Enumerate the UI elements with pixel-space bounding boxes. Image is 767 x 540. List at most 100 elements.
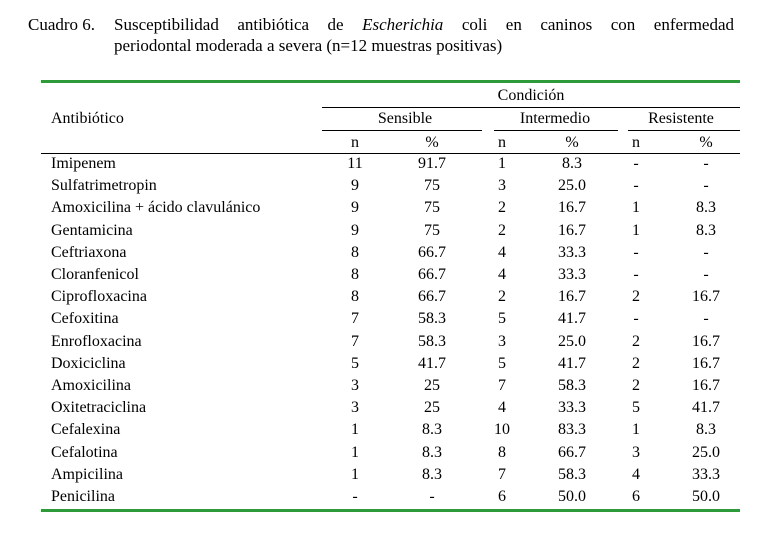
subcol-header: % — [699, 134, 713, 151]
row-value-cell: 8.3 — [696, 421, 716, 438]
subcol-header: % — [425, 134, 439, 151]
row-antibiotic-name: Ciprofloxacina — [51, 288, 147, 305]
row-antibiotic-name: Cefoxitina — [51, 310, 119, 327]
row-value-cell: 2 — [498, 199, 506, 216]
subcol-header: % — [565, 134, 579, 151]
row-value-cell: 66.7 — [418, 266, 446, 283]
row-value-cell: 1 — [351, 466, 359, 483]
row-value-cell: 8 — [351, 266, 359, 283]
row-value-cell: 7 — [351, 333, 359, 350]
row-value-cell: - — [703, 244, 709, 261]
row-value-cell: 91.7 — [418, 155, 446, 172]
caption-line-1: Susceptibilidad antibiótica de Escherich… — [114, 14, 734, 35]
row-value-cell: 33.3 — [558, 399, 586, 416]
subgroup-sensible: Sensible — [377, 110, 433, 127]
row-value-cell: 3 — [498, 333, 506, 350]
row-value-cell: 7 — [351, 310, 359, 327]
row-value-cell: 7 — [498, 466, 506, 483]
row-antibiotic-name: Gentamicina — [51, 222, 133, 239]
row-value-cell: 75 — [424, 222, 440, 239]
row-value-cell: 5 — [351, 355, 359, 372]
row-value-cell: 58.3 — [558, 466, 586, 483]
row-value-cell: - — [703, 266, 709, 283]
row-value-cell: 9 — [351, 199, 359, 216]
row-value-cell: 58.3 — [558, 377, 586, 394]
row-value-cell: 50.0 — [558, 488, 586, 505]
caption-line-2: periodontal moderada a severa (n=12 mues… — [114, 36, 503, 55]
row-value-cell: 41.7 — [692, 399, 720, 416]
row-value-cell: 7 — [498, 377, 506, 394]
row-value-cell: 9 — [351, 177, 359, 194]
row-value-cell: - — [703, 177, 709, 194]
subgroup-resistente: Resistente — [648, 110, 714, 127]
caption-prefix: Susceptibilidad antibiótica de — [114, 15, 344, 34]
row-value-cell: 16.7 — [692, 288, 720, 305]
row-antibiotic-name: Cloranfenicol — [51, 266, 139, 283]
row-value-cell: 8 — [351, 244, 359, 261]
row-antibiotic-name: Sulfatrimetropin — [51, 177, 157, 194]
caption-italic-term: Escherichia — [362, 15, 444, 34]
caption-text: Susceptibilidad antibiótica de Escherich… — [114, 14, 734, 56]
row-value-cell: - — [429, 488, 435, 505]
row-value-cell: - — [703, 310, 709, 327]
row-value-cell: 1 — [351, 444, 359, 461]
row-value-cell: - — [633, 177, 639, 194]
row-antibiotic-name: Enrofloxacina — [51, 333, 142, 350]
row-value-cell: 33.3 — [558, 266, 586, 283]
row-value-cell: 3 — [498, 177, 506, 194]
row-value-cell: 83.3 — [558, 421, 586, 438]
row-antibiotic-name: Ampicilina — [51, 466, 123, 483]
row-value-cell: 41.7 — [558, 355, 586, 372]
row-value-cell: 16.7 — [692, 377, 720, 394]
row-value-cell: 2 — [632, 355, 640, 372]
row-value-cell: 1 — [632, 199, 640, 216]
row-value-cell: 4 — [632, 466, 640, 483]
row-value-cell: 2 — [632, 288, 640, 305]
row-value-cell: 58.3 — [418, 310, 446, 327]
row-value-cell: 8 — [351, 288, 359, 305]
row-value-cell: 25.0 — [558, 333, 586, 350]
row-value-cell: 41.7 — [558, 310, 586, 327]
row-value-cell: 8.3 — [422, 444, 442, 461]
row-value-cell: 1 — [351, 421, 359, 438]
header-bottom-rule — [41, 153, 740, 154]
row-value-cell: 2 — [498, 222, 506, 239]
row-antibiotic-name: Amoxicilina — [51, 377, 131, 394]
row-value-cell: 16.7 — [558, 288, 586, 305]
row-value-cell: 6 — [498, 488, 506, 505]
row-antibiotic-name: Cefalotina — [51, 444, 118, 461]
row-value-cell: - — [633, 155, 639, 172]
row-value-cell: 6 — [632, 488, 640, 505]
row-value-cell: 5 — [498, 355, 506, 372]
row-antibiotic-name: Ceftriaxona — [51, 244, 127, 261]
sensible-underline — [322, 130, 482, 131]
row-value-cell: 16.7 — [558, 199, 586, 216]
row-value-cell: 16.7 — [692, 333, 720, 350]
row-value-cell: 66.7 — [558, 444, 586, 461]
row-value-cell: 2 — [632, 333, 640, 350]
subgroup-intermedio: Intermedio — [519, 110, 591, 127]
row-value-cell: 10 — [494, 421, 510, 438]
row-value-cell: 3 — [632, 444, 640, 461]
row-value-cell: 1 — [498, 155, 506, 172]
row-antibiotic-name: Amoxicilina + ácido clavulánico — [51, 199, 261, 216]
row-value-cell: 5 — [498, 310, 506, 327]
row-value-cell: 66.7 — [418, 288, 446, 305]
row-value-cell: - — [633, 310, 639, 327]
row-value-cell: 41.7 — [418, 355, 446, 372]
row-antibiotic-name: Doxiciclina — [51, 355, 126, 372]
row-value-cell: 8 — [498, 444, 506, 461]
row-value-cell: 3 — [351, 377, 359, 394]
row-antibiotic-name: Imipenem — [51, 155, 116, 172]
row-value-cell: 4 — [498, 244, 506, 261]
row-value-cell: 25.0 — [558, 177, 586, 194]
row-value-cell: 33.3 — [558, 244, 586, 261]
row-value-cell: 25 — [424, 377, 440, 394]
row-value-cell: - — [633, 266, 639, 283]
row-value-cell: 75 — [424, 199, 440, 216]
resistente-underline — [628, 130, 740, 131]
row-antibiotic-name: Penicilina — [51, 488, 115, 505]
row-value-cell: 8.3 — [422, 466, 442, 483]
row-value-cell: 66.7 — [418, 244, 446, 261]
row-value-cell: 50.0 — [692, 488, 720, 505]
